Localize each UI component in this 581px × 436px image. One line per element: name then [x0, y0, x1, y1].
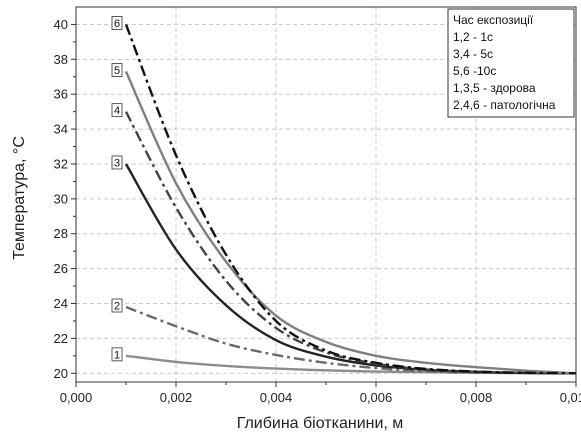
- legend-line: 5,6 -10с: [453, 64, 496, 78]
- curve-label-box: [111, 16, 123, 30]
- curve-label-2: 2: [111, 298, 123, 313]
- series-line-4: [124, 111, 577, 375]
- x-tick-label: 0,010: [560, 390, 581, 405]
- y-tick-label: 34: [54, 122, 68, 137]
- x-tick-label: 0,004: [260, 390, 293, 405]
- curve-label-6: 6: [111, 16, 123, 30]
- y-tick-label: 30: [54, 191, 68, 206]
- y-tick-label: 22: [54, 331, 68, 346]
- x-axis-title: Глибина біотканини, м: [237, 415, 404, 432]
- x-tick-label: 0,000: [60, 390, 93, 405]
- y-axis-title: Температура, °C: [11, 136, 28, 260]
- y-tick-label: 36: [54, 87, 68, 102]
- y-tick-label: 26: [54, 261, 68, 276]
- y-tick-label: 20: [54, 366, 68, 381]
- curve-label-box: [111, 347, 123, 362]
- series-line-5: [124, 71, 577, 375]
- curve-label-box: [111, 103, 123, 118]
- curve-labels: 1 2 3 4 5 6: [111, 16, 123, 362]
- curve-label-text: 1: [114, 349, 120, 361]
- curve-label-4: 4: [111, 103, 123, 118]
- curve-label-text: 4: [114, 105, 120, 117]
- x-tick-label: 0,002: [160, 390, 193, 405]
- curve-label-text: 2: [114, 301, 120, 313]
- curve-label-text: 5: [114, 65, 120, 77]
- y-tick-label: 32: [54, 156, 68, 171]
- legend-box: [447, 8, 575, 118]
- curve-label-box: [111, 298, 123, 313]
- curve-label-box: [111, 155, 123, 170]
- curve-label-text: 6: [114, 18, 120, 30]
- y-tick-label: 40: [54, 17, 68, 32]
- legend: Час експозиції 1,2 - 1с 3,4 - 5с 5,6 -10с 1,…: [447, 8, 575, 118]
- series-line-6: [124, 24, 577, 375]
- y-tick-label: 38: [54, 52, 68, 67]
- y-tick-label: 28: [54, 226, 68, 241]
- legend-line: 1,3,5 - здорова: [453, 81, 536, 95]
- legend-line: 2,4,6 - патологічна: [453, 98, 556, 112]
- x-tick-label: 0,006: [360, 390, 393, 405]
- curve-label-1: 1: [111, 347, 123, 362]
- curve-label-text: 3: [114, 157, 120, 169]
- curve-label-box: [111, 63, 123, 77]
- curve-label-3: 3: [111, 155, 123, 170]
- legend-line: 1,2 - 1с: [453, 30, 493, 44]
- y-tick-labels: 20 22 24 26 28 30 32 34 36 38 40: [54, 17, 68, 381]
- legend-line: 3,4 - 5с: [453, 47, 493, 61]
- series-layer: [124, 24, 577, 375]
- curve-label-5: 5: [111, 63, 123, 77]
- y-tick-label: 24: [54, 296, 68, 311]
- tick-layer: [71, 23, 577, 387]
- x-tick-label: 0,008: [460, 390, 493, 405]
- x-tick-labels: 0,000 0,002 0,004 0,006 0,008 0,010: [60, 390, 581, 405]
- legend-line: Час експозиції: [453, 13, 534, 27]
